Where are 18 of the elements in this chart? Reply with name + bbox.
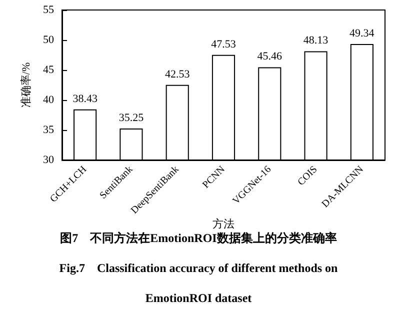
y-tick-label: 30 — [43, 154, 54, 166]
data-label: 38.43 — [72, 92, 98, 105]
caption: 图7 不同方法在EmotionROI数据集上的分类准确率 — [60, 231, 337, 245]
data-label: 47.53 — [211, 38, 236, 50]
y-tick-label: 35 — [43, 124, 54, 136]
y-axis-title: 准确率/% — [20, 62, 32, 108]
data-label: 48.13 — [303, 34, 329, 47]
y-tick-label: 45 — [43, 64, 54, 76]
data-label: 42.53 — [164, 68, 190, 80]
data-label: 35.25 — [118, 112, 144, 124]
y-tick-label: 40 — [43, 94, 54, 106]
y-tick-label: 55 — [43, 4, 54, 16]
y-tick-label: 50 — [43, 34, 54, 46]
data-label: 49.34 — [350, 27, 375, 40]
caption: Fig.7 Classification accuracy of different methods on — [59, 261, 338, 275]
data-label: 45.46 — [257, 50, 283, 63]
x-axis-title: 方法 — [212, 217, 234, 230]
text: EmotionROI dataset — [145, 291, 252, 305]
